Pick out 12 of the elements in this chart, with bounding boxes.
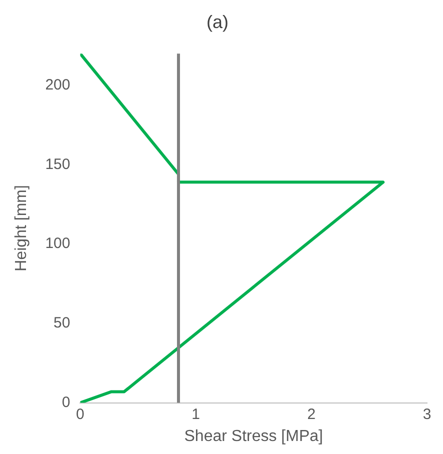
- x-tick-label: 0: [76, 406, 84, 423]
- x-tick-label: 2: [307, 406, 316, 423]
- y-axis-title: Height [mm]: [13, 185, 30, 272]
- chart-title: (a): [206, 12, 228, 32]
- x-tick-label: 1: [192, 406, 200, 423]
- y-tick-label: 50: [54, 314, 70, 332]
- y-tick-label: 0: [62, 394, 70, 411]
- x-axis-title: Shear Stress [MPa]: [184, 428, 323, 445]
- y-tick-label: 200: [45, 76, 70, 94]
- x-tick-label: 3: [422, 406, 432, 423]
- y-tick-label: 100: [45, 235, 70, 252]
- y-tick-label: 150: [45, 156, 70, 173]
